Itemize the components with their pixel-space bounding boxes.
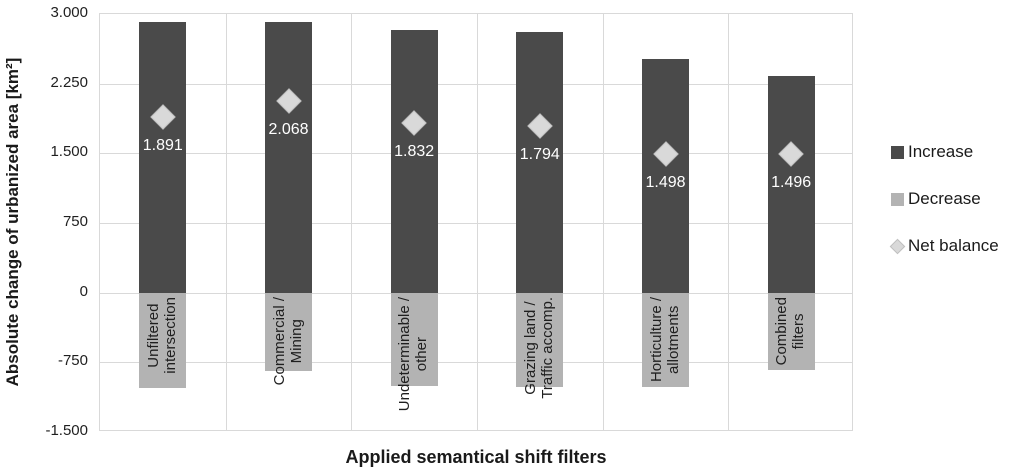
legend: Increase Decrease Net balance (889, 140, 999, 281)
net-balance-value-label: 1.794 (519, 146, 560, 163)
legend-item-net-balance: Net balance (889, 234, 999, 258)
increase-bar (139, 22, 187, 293)
increase-bar (642, 58, 689, 293)
category-label: Unfiltered intersection (144, 296, 179, 374)
y-tick-label: 2.250 (50, 73, 88, 91)
legend-label-increase: Increase (908, 142, 974, 161)
increase-bar (516, 32, 564, 293)
increase-legend-marker (891, 145, 904, 159)
increase-bar (767, 76, 815, 293)
y-tick-label: -750 (57, 352, 88, 370)
gridline-vertical (225, 14, 227, 430)
x-axis-title: Applied semantical shift filters (345, 447, 607, 467)
gridline-vertical (477, 14, 478, 430)
category-label: Commercial / Mining (270, 296, 305, 386)
gridline-vertical (602, 14, 604, 430)
gridline-horizontal (100, 292, 852, 294)
category-label: Combined filters (773, 296, 808, 366)
net-balance-value-label: 1.498 (645, 173, 686, 191)
decrease-legend-marker (891, 192, 904, 206)
gridline-horizontal (100, 223, 852, 224)
y-tick-label: 750 (62, 213, 88, 230)
legend-label-net-balance: Net balance (908, 236, 999, 255)
increase-bar (390, 29, 438, 293)
gridline-horizontal (100, 83, 852, 85)
category-label: Grazing land / Traffic accomp. (521, 296, 556, 399)
y-tick-label: 0 (79, 282, 88, 300)
decrease-bar (516, 292, 564, 387)
gridline-vertical (351, 14, 353, 430)
category-label: Horticulture / allotments (647, 296, 682, 382)
decrease-bar (390, 292, 438, 386)
decrease-bar (767, 292, 815, 370)
y-tick-label: -1.500 (45, 422, 88, 439)
legend-item-decrease: Decrease (891, 187, 999, 211)
legend-label-decrease: Decrease (908, 189, 981, 208)
decrease-bar (642, 292, 689, 388)
gridline-horizontal (100, 362, 852, 364)
y-tick-label: 3.000 (50, 4, 88, 21)
category-label: Undeterminable / other (396, 296, 431, 411)
net-balance-value-label: 1.496 (771, 173, 812, 191)
net-balance-value-label: 1.891 (142, 137, 183, 154)
decrease-bar (265, 292, 312, 372)
plot-area: Unfiltered intersection 1.891 Commercial /… (99, 13, 853, 431)
increase-bar (265, 21, 312, 293)
y-tick-label: 1.500 (50, 143, 88, 161)
net-balance-value-label: 2.068 (268, 120, 309, 138)
decrease-bar (139, 292, 187, 388)
gridline-horizontal (100, 153, 852, 155)
net-balance-value-label: 1.832 (394, 142, 435, 160)
gridline-vertical (728, 14, 730, 430)
legend-item-increase: Increase (891, 140, 999, 164)
net-balance-legend-marker (889, 238, 906, 254)
